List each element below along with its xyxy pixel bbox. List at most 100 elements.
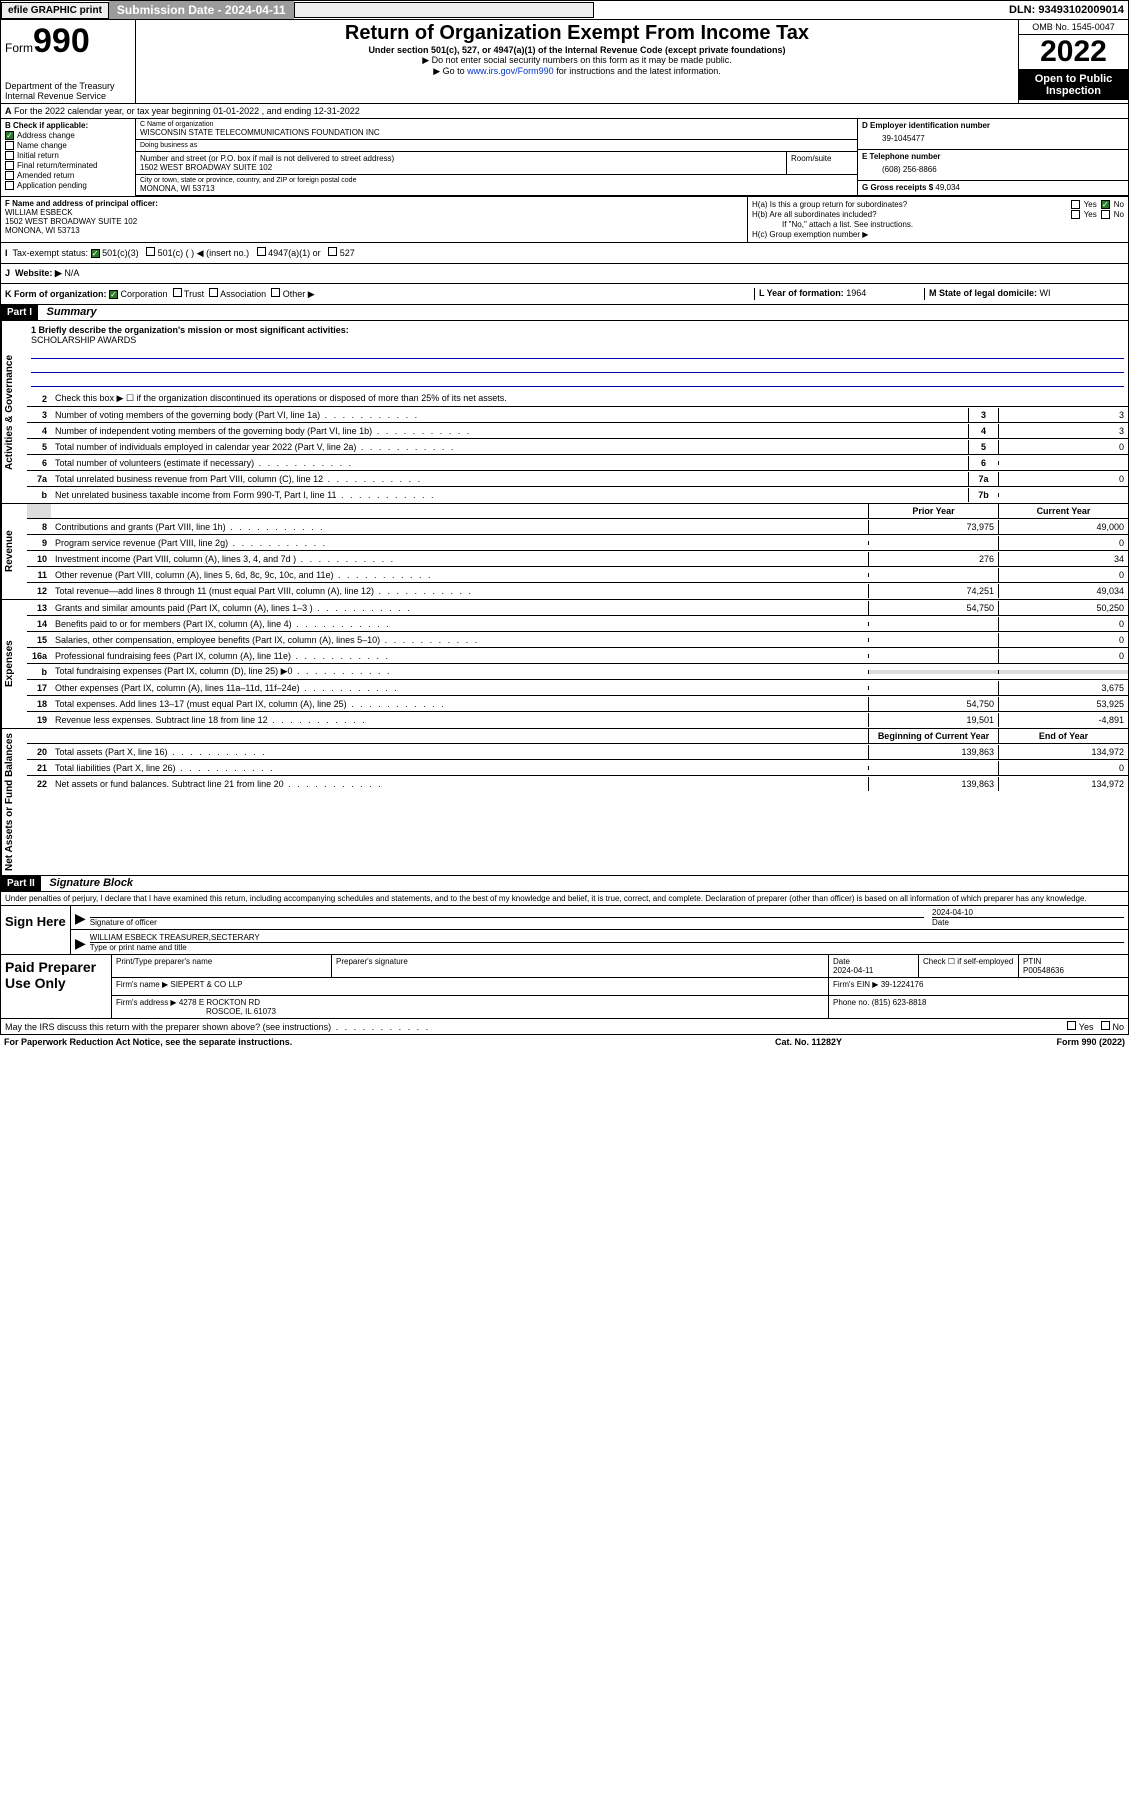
cb-initial[interactable]: Initial return	[5, 151, 131, 160]
section-k: K Form of organization: ✓ Corporation Tr…	[0, 284, 1129, 305]
mission-line	[31, 375, 1124, 387]
checkbox-icon[interactable]	[173, 288, 182, 297]
yes-lbl: Yes	[1079, 1022, 1094, 1032]
checkbox-icon	[5, 161, 14, 170]
blank-field	[294, 2, 594, 18]
arrow-icon: ▶	[75, 910, 86, 927]
part2-header-row: Part II Signature Block	[0, 876, 1129, 892]
val-row: 17Other expenses (Part IX, column (A), l…	[27, 680, 1128, 696]
prep-right: Print/Type preparer's name Preparer's si…	[111, 955, 1128, 1018]
cb-addr-change[interactable]: ✓Address change	[5, 131, 131, 140]
checkbox-icon[interactable]	[257, 247, 266, 256]
checkbox-icon	[5, 141, 14, 150]
no-lbl: No	[1114, 200, 1124, 209]
na-hdr: Beginning of Current YearEnd of Year	[27, 729, 1128, 744]
checkbox-icon[interactable]: ✓	[109, 290, 118, 299]
sig-line-1: ▶ Signature of officer 2024-04-10Date	[71, 906, 1128, 930]
prep-hdr: Print/Type preparer's name	[111, 955, 331, 977]
checkbox-icon[interactable]	[146, 247, 155, 256]
form-word: Form	[5, 41, 33, 55]
part1-header-row: Part I Summary	[0, 305, 1129, 321]
cb-name-change[interactable]: Name change	[5, 141, 131, 150]
sign-row: Sign Here ▶ Signature of officer 2024-04…	[1, 906, 1128, 954]
cb-label: Initial return	[17, 151, 59, 160]
checkbox-icon[interactable]	[209, 288, 218, 297]
city-lbl: City or town, state or province, country…	[140, 177, 853, 184]
note-1: ▶ Do not enter social security numbers o…	[140, 55, 1014, 66]
cb-amended[interactable]: Amended return	[5, 171, 131, 180]
row-i: I Tax-exempt status: ✓ 501(c)(3) 501(c) …	[1, 243, 1128, 263]
gov-row: 5Total number of individuals employed in…	[27, 439, 1128, 455]
k-left: K Form of organization: ✓ Corporation Tr…	[5, 288, 754, 300]
i-lbl: Tax-exempt status:	[13, 248, 89, 258]
sig-line-2: ▶ WILLIAM ESBECK TREASURER,SECTERARYType…	[71, 930, 1128, 954]
checkbox-icon[interactable]	[1067, 1021, 1076, 1030]
checkbox-icon[interactable]	[328, 247, 337, 256]
f-lbl: F Name and address of principal officer:	[5, 199, 743, 208]
col-gh: H(a) Is this a group return for subordin…	[748, 197, 1128, 242]
firm-addr: 4278 E ROCKTON RD	[179, 998, 260, 1007]
room-box: Room/suite	[787, 152, 857, 174]
part1-revenue: Revenue Prior YearCurrent Year 8Contribu…	[0, 504, 1129, 600]
checkbox-icon[interactable]	[1101, 210, 1110, 219]
form990-link[interactable]: www.irs.gov/Form990	[467, 66, 554, 76]
h-b-row: H(b) Are all subordinates included? Yes …	[752, 210, 1124, 219]
gov-body: 1 Briefly describe the organization's mi…	[27, 321, 1128, 503]
part2-hdr: Part II	[1, 876, 41, 891]
form-title: Return of Organization Exempt From Incom…	[140, 22, 1014, 45]
open-public: Open to Public Inspection	[1019, 70, 1128, 100]
cb-label: Name change	[17, 141, 67, 150]
prep-hdr: Date	[833, 957, 850, 966]
line2: 2Check this box ▶ ☐ if the organization …	[27, 391, 1128, 407]
ein-val: 39-1045477	[862, 130, 1124, 147]
officer-addr: 1502 WEST BROADWAY SUITE 102	[5, 217, 743, 226]
mission-val: SCHOLARSHIP AWARDS	[31, 335, 1124, 345]
checkbox-icon[interactable]	[271, 288, 280, 297]
gross-lbl: G Gross receipts $	[862, 183, 933, 192]
prep-hdr: Check ☐ if self-employed	[918, 955, 1018, 977]
row-j: J Website: ▶ N/A	[0, 264, 1129, 284]
rev-body: Prior YearCurrent Year 8Contributions an…	[27, 504, 1128, 599]
gov-row: bNet unrelated business taxable income f…	[27, 487, 1128, 503]
col-de: D Employer identification number 39-1045…	[858, 119, 1128, 195]
val-row: 15Salaries, other compensation, employee…	[27, 632, 1128, 648]
firm-ein: 39-1224176	[881, 980, 924, 989]
part1-net-assets: Net Assets or Fund Balances Beginning of…	[0, 729, 1129, 876]
col-end: End of Year	[998, 729, 1128, 743]
checkbox-icon	[5, 181, 14, 190]
sign-section: Under penalties of perjury, I declare th…	[0, 892, 1129, 955]
prep-hdr: Preparer's signature	[331, 955, 828, 977]
checkbox-icon	[5, 171, 14, 180]
checkbox-icon[interactable]	[1101, 1021, 1110, 1030]
prep-hdr-row: Print/Type preparer's name Preparer's si…	[111, 955, 1128, 978]
col-f: F Name and address of principal officer:…	[1, 197, 748, 242]
arrow-icon: ▶	[75, 935, 86, 952]
cb-final[interactable]: Final return/terminated	[5, 161, 131, 170]
checkbox-icon[interactable]	[1071, 210, 1080, 219]
mission-line	[31, 361, 1124, 373]
mission-box: 1 Briefly describe the organization's mi…	[27, 321, 1128, 391]
cb-label: Final return/terminated	[17, 161, 97, 170]
na-body: Beginning of Current YearEnd of Year 20T…	[27, 729, 1128, 875]
val-row: 12Total revenue—add lines 8 through 11 (…	[27, 583, 1128, 599]
org-name-box: C Name of organization WISCONSIN STATE T…	[136, 119, 857, 140]
checkbox-icon[interactable]: ✓	[91, 249, 100, 258]
mission-line	[31, 347, 1124, 359]
checkbox-icon[interactable]: ✓	[1101, 200, 1110, 209]
form-number: Form990	[5, 22, 131, 61]
i-opt: 501(c) ( ) ◀ (insert no.)	[158, 248, 249, 258]
org-name: WISCONSIN STATE TELECOMMUNICATIONS FOUND…	[140, 128, 853, 137]
checkbox-icon[interactable]	[1071, 200, 1080, 209]
cb-label: Amended return	[17, 171, 74, 180]
side-exp: Expenses	[1, 600, 27, 728]
phone-val: (608) 256-8866	[862, 161, 1124, 178]
hc-text: H(c) Group exemption number ▶	[752, 230, 1124, 239]
m-val: WI	[1040, 288, 1051, 298]
irs: Internal Revenue Service	[5, 91, 131, 101]
note-2: ▶ Go to www.irs.gov/Form990 for instruct…	[140, 66, 1014, 77]
efile-btn[interactable]: efile GRAPHIC print	[1, 2, 109, 19]
cb-pending[interactable]: Application pending	[5, 181, 131, 190]
header-right: OMB No. 1545-0047 2022 Open to Public In…	[1018, 20, 1128, 103]
m-lbl: M State of legal domicile:	[929, 288, 1037, 298]
side-gov: Activities & Governance	[1, 321, 27, 503]
